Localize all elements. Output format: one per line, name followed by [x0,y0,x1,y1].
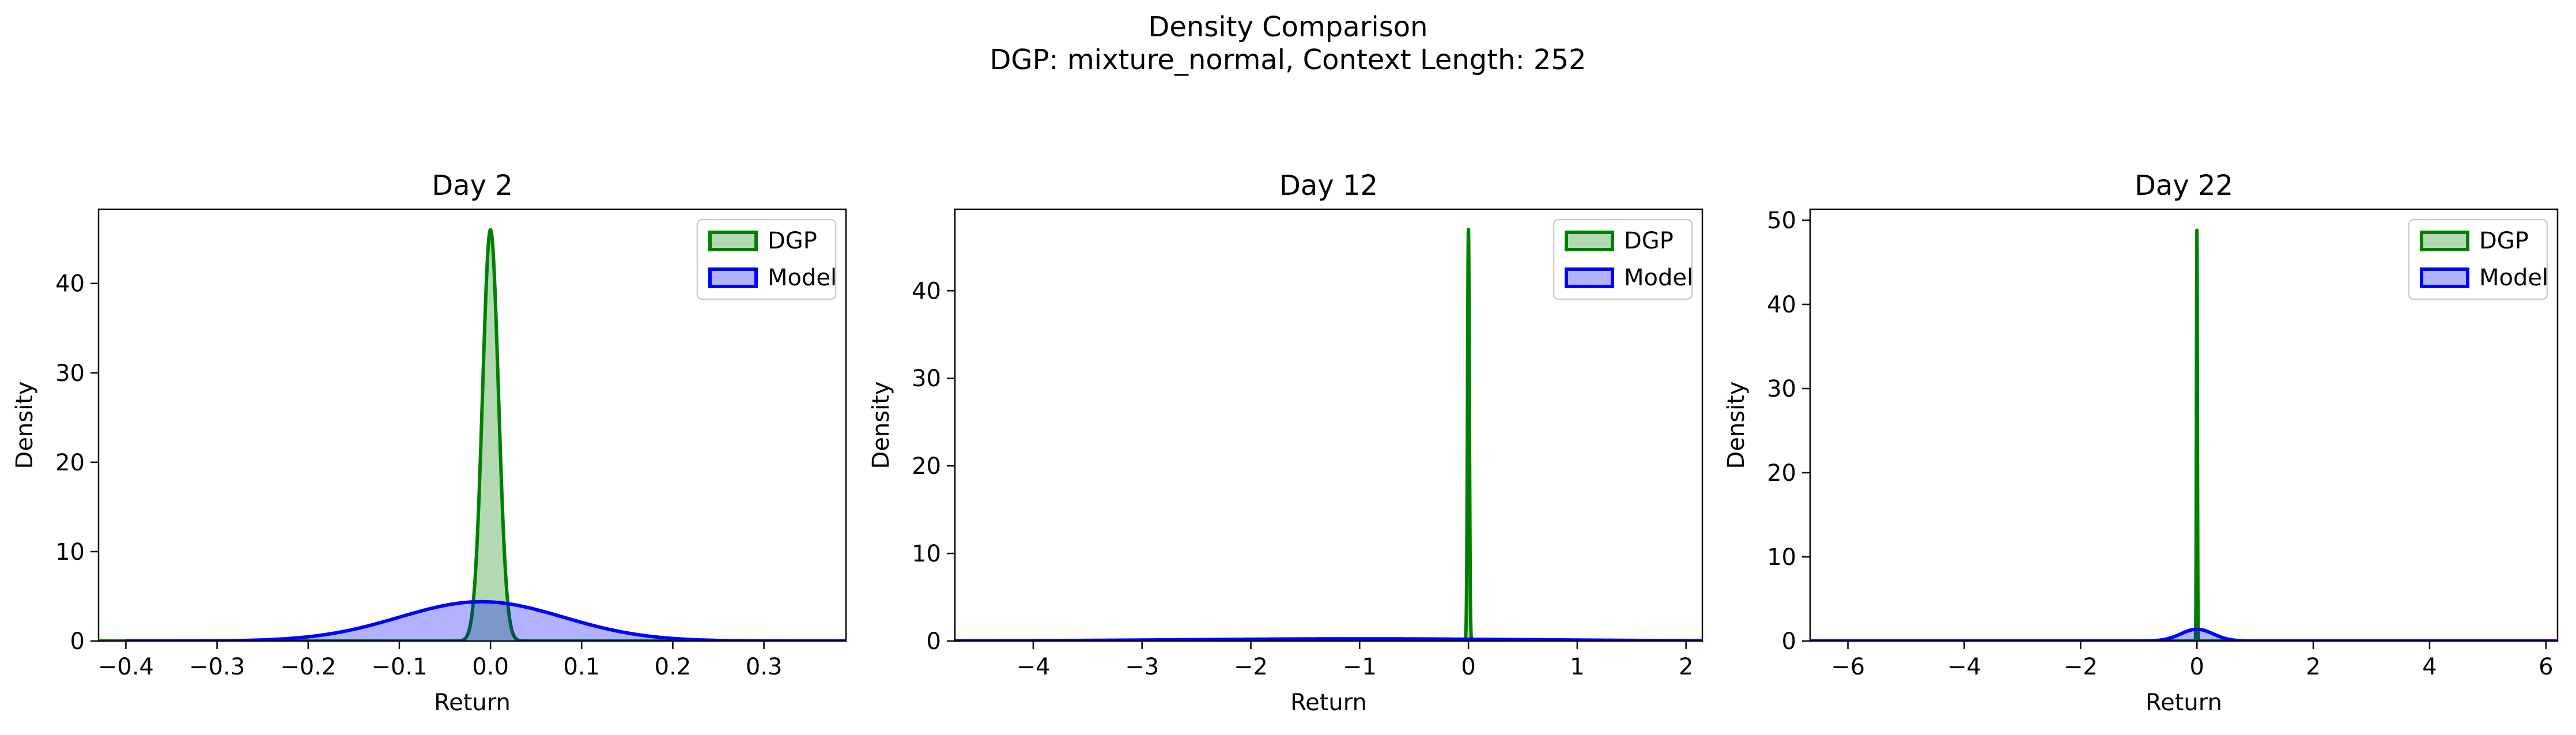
x-tick-label: −2 [2064,654,2098,680]
model-density-line [1810,627,2558,641]
subplot-title: Day 2 [432,169,513,202]
legend: DGP Model [696,218,837,300]
x-tick-label: −4 [1947,654,1981,680]
dgp-legend-label: DGP [1624,228,1674,254]
model-legend-label: Model [768,265,837,291]
figure-subtitle: DGP: mixture_normal, Context Length: 252 [989,44,1586,76]
dgp-legend-swatch [1565,231,1614,251]
plot-area [1810,228,2558,641]
x-tick-label: 2 [1679,654,1693,680]
dgp-density-line [1810,228,2558,641]
legend: DGP Model [1553,218,1693,300]
dgp-legend-swatch [708,231,758,251]
x-tick-label: −0.1 [371,654,427,680]
legend-box [696,218,837,300]
dgp-legend-label: DGP [2479,228,2529,254]
subplot-day-panel: −0.4 −0.3 −0.2 −0.1 0.0 0.1 0.2 0.3 0 10 20 30 40 Day… [12,169,847,716]
x-tick-label: −0.3 [189,654,245,680]
axes-frame [954,208,1704,642]
x-axis-label: Return [434,689,511,716]
x-tick-label: 4 [2422,654,2437,680]
subplot-title: Day 12 [1279,169,1378,202]
axes-frame [1809,208,2559,642]
y-tick-label: 30 [912,365,941,392]
axes-frame [97,208,847,642]
x-tick-label: 0.2 [655,654,692,680]
x-tick-label: 1 [1570,654,1584,680]
y-tick-label: 30 [1767,376,1796,402]
y-axis-label: Density [12,381,38,469]
y-tick-label: 20 [55,450,85,476]
legend: DGP Model [2408,218,2548,300]
y-tick-label: 20 [912,453,941,480]
dgp-legend-swatch [2420,231,2469,251]
model-density-area [126,601,846,641]
model-legend-swatch [2420,267,2469,288]
y-tick-label: 40 [55,271,85,297]
x-tick-label: −0.4 [98,654,154,680]
subplot-day-panel: −6 −4 −2 0 2 4 6 0 10 20 30 40 50 Day 22 Return Density… [1723,169,2559,716]
model-legend-label: Model [1624,265,1693,291]
y-tick-label: 10 [1767,544,1796,571]
dgp-legend-label: DGP [768,228,817,254]
x-tick-label: 0.0 [472,654,509,680]
y-tick-label: 20 [1767,460,1796,487]
y-tick-label: 40 [1767,292,1796,318]
x-tick-label: 0.3 [746,654,783,680]
subplot-title: Day 22 [2135,169,2233,202]
x-tick-label: −4 [1016,654,1050,680]
x-axis-label: Return [2146,689,2222,716]
model-legend-label: Model [2479,265,2548,291]
y-tick-label: 10 [912,541,941,567]
x-tick-label: −6 [1831,654,1865,680]
subplots: −0.4 −0.3 −0.2 −0.1 0.0 0.1 0.2 0.3010203040Day… [12,169,2559,716]
y-tick-label: 0 [927,628,941,655]
y-tick-label: 0 [1782,628,1796,655]
model-legend-swatch [708,267,758,288]
x-tick-label: −0.2 [280,654,336,680]
x-tick-label: 2 [2306,654,2320,680]
y-tick-label: 40 [912,278,941,304]
x-tick-label: 0.1 [563,654,600,680]
figure-title: Density Comparison [1148,11,1427,43]
legend-box [2408,218,2548,300]
y-axis-label: Density [868,381,894,469]
model-density-area [1810,629,2558,641]
x-axis-label: Return [1290,689,1367,716]
legend-box [1553,218,1693,300]
y-tick-label: 10 [55,539,85,566]
x-tick-label: 6 [2539,654,2553,680]
model-legend-swatch [1565,267,1614,288]
y-axis-label: Density [1723,381,1750,469]
x-tick-label: 0 [1461,654,1475,680]
y-tick-label: 0 [70,628,85,655]
x-tick-label: −2 [1234,654,1268,680]
x-tick-label: −1 [1343,654,1377,680]
x-tick-label: −3 [1125,654,1159,680]
y-tick-label: 30 [55,360,85,387]
y-tick-label: 50 [1767,208,1796,234]
dgp-density-line [99,228,846,641]
x-tick-label: 0 [2189,654,2204,680]
